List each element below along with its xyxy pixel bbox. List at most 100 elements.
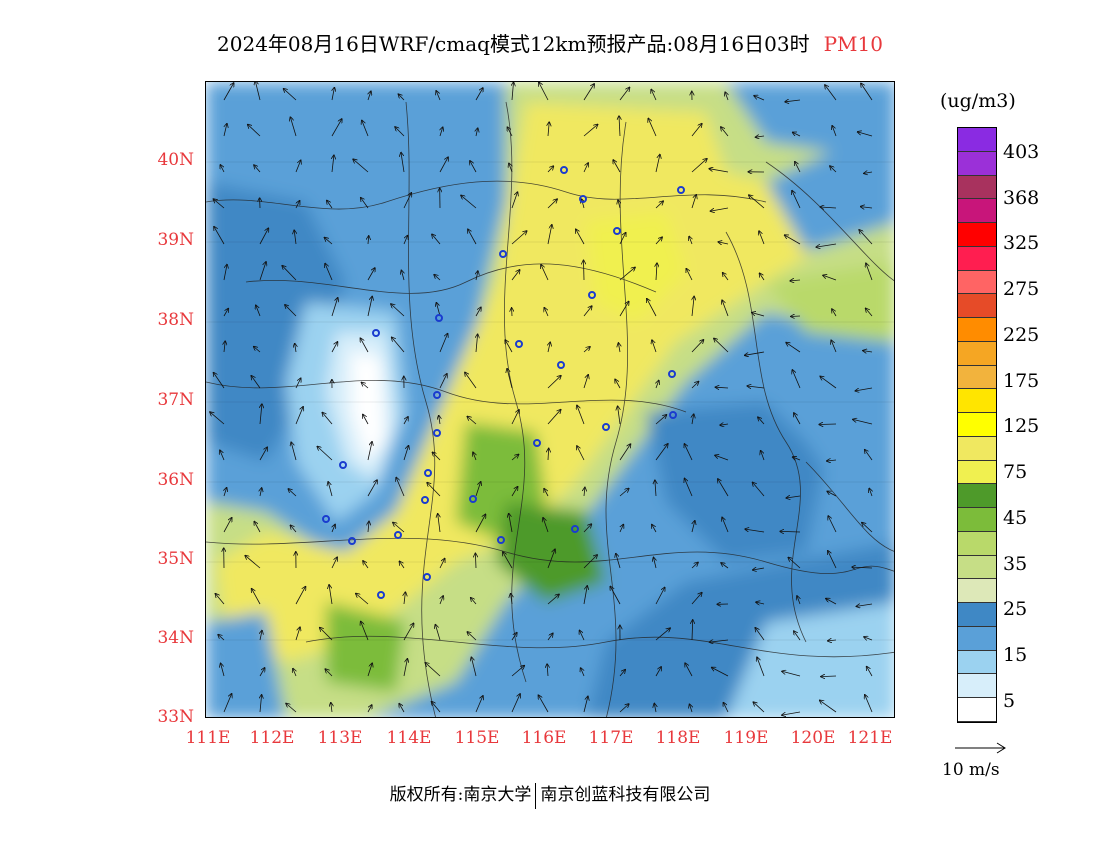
wind-vector-arrow-icon [753,568,765,570]
legend-swatch [958,579,996,603]
wind-vector-arrow-icon [362,383,369,389]
legend-tick: 175 [1003,370,1040,392]
legend-swatch [958,341,996,366]
wind-vector-arrow-icon [248,125,261,137]
lon-label: 111E [185,728,231,748]
wind-vector-arrow-icon [758,417,765,425]
wind-vector-arrow-icon [583,375,588,389]
wind-vector-arrow-icon [620,525,623,533]
wind-vector-arrow-icon [475,696,483,713]
wind-vector-arrow-icon [583,524,591,533]
wind-vector-arrow-icon [792,191,801,209]
wind-vector-arrow-icon [325,238,333,245]
wind-vector-arrow-icon [475,553,476,569]
wind-vector-arrow-icon [788,558,801,569]
wind-vector-arrow-icon [285,305,297,317]
legend-tick: 403 [1003,141,1040,163]
wind-vector-arrow-icon [538,695,549,713]
wind-vector-arrow-icon [509,163,512,173]
wind-vector-arrow-icon [583,84,594,101]
lat-label: 37N [157,390,194,410]
wind-vector-arrow-icon [655,415,666,425]
wind-vector-arrow-icon [547,166,553,173]
legend-swatch [958,151,996,176]
wind-vector-arrow-icon [723,273,729,281]
wind-vector-arrow-icon [511,455,519,461]
legend-swatch [958,674,996,698]
wind-vector-arrow-icon [828,516,837,533]
wind-vector-arrow-icon [259,228,268,245]
wind-vector-arrow-icon [432,702,441,713]
lat-label: 35N [157,549,194,569]
wind-vector-arrow-icon [363,561,369,569]
wind-vector-arrow-icon [223,309,228,317]
wind-vector-arrow-icon [511,594,512,605]
wind-vector-arrow-icon [721,127,729,137]
legend-swatch [958,199,996,223]
wind-vector-arrow-icon [223,694,232,713]
wind-vector-arrow-icon [367,268,375,281]
wind-vector-arrow-icon [547,549,555,569]
map-canvas [206,82,894,717]
legend-swatch [958,508,996,532]
wind-vector-arrow-icon [476,128,478,137]
wind-vector-arrow-icon [753,482,765,497]
wind-vector-arrow-icon [832,126,837,137]
legend-swatch [958,175,996,200]
wind-vector-arrow-icon [619,88,630,101]
wind-vector-arrow-icon [686,269,693,281]
wind-vector-arrow-icon [539,82,549,101]
wind-vector-arrow-icon [465,372,477,389]
wind-vector-arrow-icon [583,555,597,569]
wind-vector-arrow-icon [471,657,477,677]
legend-tick: 368 [1003,187,1040,209]
wind-vector-arrow-icon [368,91,371,101]
wind-vector-arrow-icon [295,627,300,641]
wind-vector-arrow-icon [544,308,549,317]
lat-label: 39N [157,230,194,250]
wind-vector-arrow-icon [619,302,629,317]
wind-vector-arrow-icon [392,337,405,353]
wind-vector-arrow-icon [827,460,837,461]
boundary-lines [206,101,894,717]
wind-vector-arrow-icon [282,266,297,281]
wind-vector-arrow-icon [295,344,296,353]
copyright-footer: 版权所有:南京大学 南京创蓝科技有限公司 [0,780,1100,809]
wind-vector-arrow-icon [655,628,670,641]
wind-vector-arrow-icon [619,670,625,677]
legend-swatch [958,413,996,437]
legend-swatch [958,294,996,318]
legend-swatch [958,223,996,247]
wind-vector-arrow-icon [427,483,441,497]
wind-vector-arrow-icon [652,340,657,353]
wind-vector-arrow-icon [691,195,696,209]
wind-vector-arrow-icon [709,169,729,173]
pm10-concentration-map[interactable] [205,81,895,718]
wind-vector-arrow-icon [756,136,765,137]
lon-label: 118E [655,728,701,748]
wind-vector-arrow-icon [610,587,621,605]
wind-vector-arrow-icon [718,242,729,244]
wind-vector-arrow-icon [548,342,550,353]
map-title: 2024年08月16日WRF/cmaq模式12km预报产品:08月16日03时 P… [0,28,1100,57]
wind-vector-arrow-icon [826,599,837,605]
wind-vector-arrow-icon [820,376,837,389]
wind-vector-arrow-icon [293,669,296,677]
wind-vector-arrow-icon [863,351,873,352]
wind-vector-arrow-icon [619,444,631,461]
wind-vector-arrow-icon [655,237,662,245]
wind-vector-arrow-icon [618,200,620,209]
wind-vector-arrow-icon [548,122,549,137]
wind-vector-arrow-icon [224,488,227,497]
wind-vectors [210,82,872,715]
wind-vector-arrow-icon [396,478,405,497]
wind-vector-arrow-icon [505,340,513,353]
wind-vector-arrow-icon [654,558,657,569]
wind-vector-arrow-icon [691,124,702,137]
wind-vector-arrow-icon [858,132,873,137]
legend-tick: 275 [1003,278,1040,300]
wind-vector-arrow-icon [785,235,801,245]
city-markers [322,166,685,599]
wind-vector-arrow-icon [756,602,765,604]
wind-vector-arrow-icon [440,127,443,137]
